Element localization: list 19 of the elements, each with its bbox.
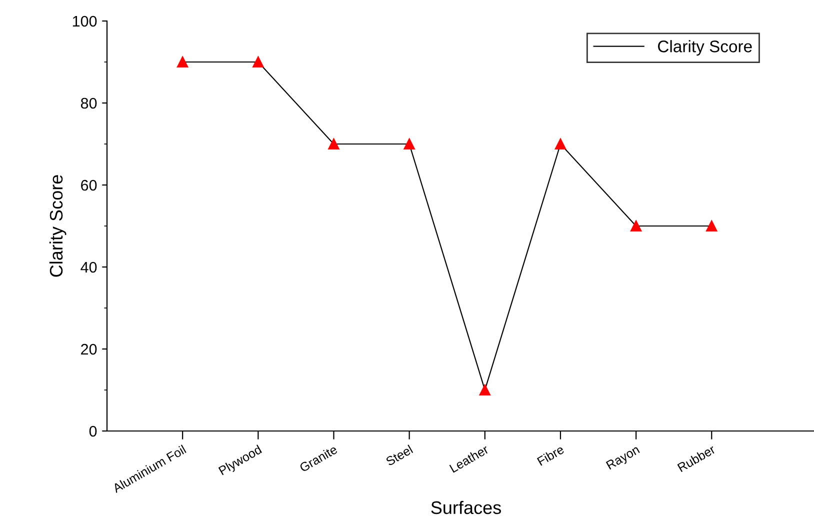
y-tick-label: 80 — [80, 98, 97, 109]
y-tick-label: 40 — [80, 262, 97, 273]
point — [706, 220, 718, 232]
point — [479, 384, 490, 396]
point — [404, 138, 415, 150]
x-axis-title: Surfaces — [431, 500, 501, 514]
legend-label: Clarity Score — [658, 40, 752, 56]
y-tick-label: 60 — [81, 180, 97, 191]
point — [252, 56, 264, 68]
point — [554, 138, 566, 150]
y-tick-label: 100 — [72, 16, 97, 27]
point — [630, 220, 642, 232]
point — [328, 138, 340, 150]
y-axis-title: Clarity Score — [49, 175, 66, 277]
x-tick-label: Steel — [385, 444, 414, 466]
point — [177, 56, 188, 68]
y-tick-label: 20 — [81, 344, 97, 355]
y-tick-label: 0 — [89, 426, 97, 437]
x-tick-label: Fibre — [536, 444, 565, 466]
